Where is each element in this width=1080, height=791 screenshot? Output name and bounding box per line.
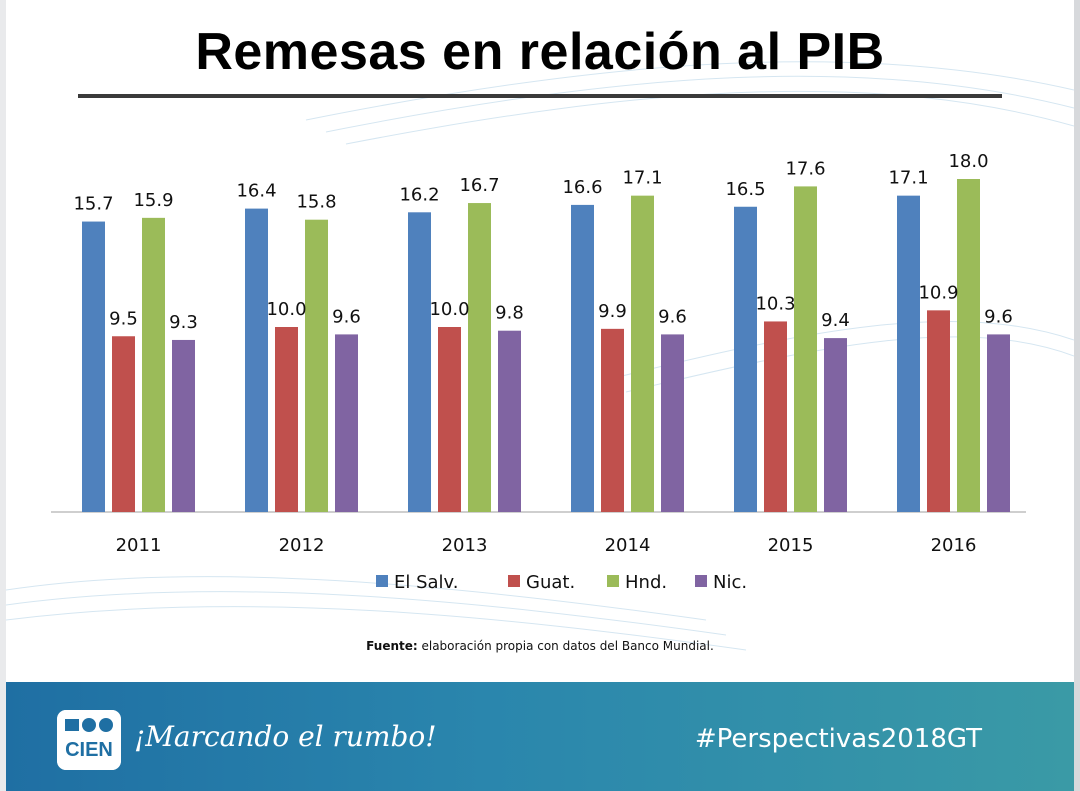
data-label: 9.3 <box>169 312 198 333</box>
legend-swatch <box>607 575 619 587</box>
x-tick-label: 2016 <box>931 535 977 556</box>
x-tick-label: 2011 <box>116 535 162 556</box>
hashtag: #Perspectivas2018GT <box>694 724 982 754</box>
bar-nic-2013 <box>498 330 521 512</box>
legend-label: El Salv. <box>394 572 459 593</box>
data-label: 17.1 <box>888 168 928 189</box>
bar-guat-2015 <box>764 321 787 512</box>
data-label: 9.8 <box>495 303 524 324</box>
cien-logo: CIEN <box>57 710 121 770</box>
page-title: Remesas en relación al PIB <box>195 23 885 81</box>
bar-hnd-2013 <box>468 203 491 513</box>
logo-text: CIEN <box>65 739 113 761</box>
bar-guat-2014 <box>601 328 624 512</box>
bars-group <box>82 179 1010 513</box>
data-label: 9.6 <box>984 306 1013 327</box>
bar-hnd-2012 <box>305 219 328 512</box>
background-wave-decoration <box>6 61 1074 651</box>
bar-hnd-2014 <box>631 195 654 512</box>
data-label: 9.5 <box>109 308 138 329</box>
x-tick-label: 2013 <box>442 535 488 556</box>
source-text: elaboración propia con datos del Banco M… <box>417 639 714 653</box>
data-label: 9.6 <box>658 306 687 327</box>
legend-label: Hnd. <box>625 572 667 593</box>
tagline: ¡Marcando el rumbo! <box>134 720 437 753</box>
source-note: Fuente: elaboración propia con datos del… <box>6 639 1074 653</box>
data-label: 10.3 <box>755 293 795 314</box>
logo-circle <box>82 718 96 732</box>
x-tick-label: 2015 <box>768 535 814 556</box>
footer-banner: CIEN ¡Marcando el rumbo! #Perspectivas20… <box>6 682 1074 791</box>
data-label: 17.6 <box>785 158 825 179</box>
bar-elsalv-2014 <box>571 204 594 512</box>
bar-elsalv-2015 <box>734 206 757 512</box>
bar-hnd-2015 <box>794 186 817 512</box>
legend-label: Nic. <box>713 572 747 593</box>
data-label: 15.9 <box>133 190 173 211</box>
page-edge <box>1074 0 1080 791</box>
bar-elsalv-2012 <box>245 208 268 512</box>
data-label: 9.4 <box>821 310 850 331</box>
data-label: 9.9 <box>598 301 627 322</box>
bar-guat-2016 <box>927 310 950 512</box>
logo-circle <box>99 718 113 732</box>
bar-elsalv-2016 <box>897 195 920 512</box>
bar-guat-2011 <box>112 336 135 512</box>
legend-swatch <box>695 575 707 587</box>
bar-hnd-2016 <box>957 179 980 512</box>
bar-guat-2012 <box>275 327 298 512</box>
legend-swatch <box>376 575 388 587</box>
title-underline <box>78 94 1002 98</box>
bar-elsalv-2013 <box>408 212 431 513</box>
data-label: 10.0 <box>429 299 469 320</box>
bar-chart: 15.7 9.5 15.9 9.3 16.4 10.0 15.8 9.6 16.2 10.0 16.… <box>51 151 1026 593</box>
bar-hnd-2011 <box>142 217 165 512</box>
source-label: Fuente: <box>366 639 418 653</box>
legend-label: Guat. <box>526 572 575 593</box>
logo-block <box>65 719 79 731</box>
legend: El Salv. Guat. Hnd. Nic. <box>376 572 747 593</box>
legend-swatch <box>508 575 520 587</box>
bar-guat-2013 <box>438 327 461 512</box>
data-label: 16.7 <box>459 175 499 196</box>
bar-nic-2016 <box>987 334 1010 512</box>
bar-nic-2011 <box>172 339 195 512</box>
bar-nic-2012 <box>335 334 358 512</box>
x-tick-label: 2012 <box>279 535 325 556</box>
bar-elsalv-2011 <box>82 221 105 513</box>
bar-nic-2015 <box>824 338 847 512</box>
x-tick-label: 2014 <box>605 535 651 556</box>
data-label: 16.6 <box>562 177 602 198</box>
data-label: 16.4 <box>236 181 276 202</box>
data-label: 16.5 <box>725 179 765 200</box>
data-label: 9.6 <box>332 306 361 327</box>
x-tick-labels-group: 2011 2012 2013 2014 2015 2016 <box>116 535 977 556</box>
data-labels-group: 15.7 9.5 15.9 9.3 16.4 10.0 15.8 9.6 16.2 10.0 16.… <box>73 151 1012 333</box>
bar-nic-2014 <box>661 334 684 512</box>
data-label: 18.0 <box>948 151 988 172</box>
data-label: 17.1 <box>622 168 662 189</box>
data-label: 10.0 <box>266 299 306 320</box>
slide: Remesas en relación al PIB 15.7 9.5 15.9 9.… <box>6 0 1074 791</box>
data-label: 10.9 <box>918 282 958 303</box>
data-label: 15.8 <box>296 192 336 213</box>
data-label: 16.2 <box>399 184 439 205</box>
data-label: 15.7 <box>73 194 113 215</box>
